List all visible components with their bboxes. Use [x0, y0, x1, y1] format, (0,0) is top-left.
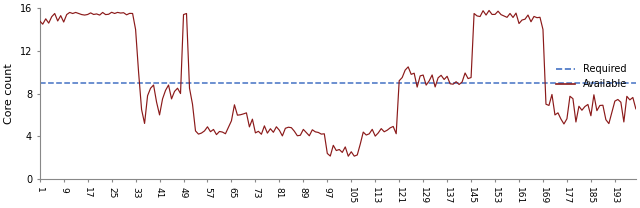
Legend: Required, Available: Required, Available: [552, 60, 631, 93]
Y-axis label: Core count: Core count: [4, 63, 14, 124]
